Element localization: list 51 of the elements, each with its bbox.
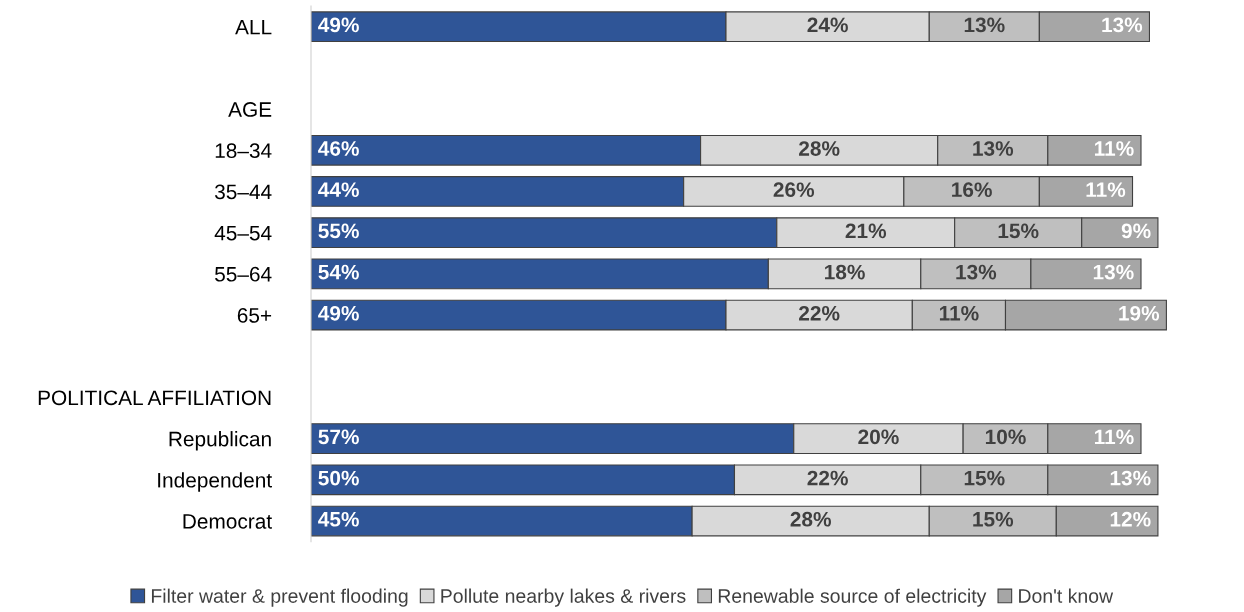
data-label: 15%: [973, 511, 1014, 527]
data-label: 20%: [858, 429, 899, 445]
data-label: 49%: [318, 17, 359, 33]
y-tick-label: 45–54: [214, 225, 272, 241]
y-tick-label: 65+: [237, 308, 272, 323]
data-label: 22%: [807, 470, 848, 486]
data-label: 15%: [964, 470, 1005, 486]
y-tick-label: 18–34: [215, 143, 272, 159]
legend-label: Don't know: [1019, 588, 1114, 603]
data-label: 15%: [998, 223, 1039, 239]
data-label: 13%: [1110, 470, 1151, 486]
data-label: 11%: [939, 305, 979, 321]
y-tick-label: AGE: [228, 102, 272, 117]
data-label: 11%: [1094, 429, 1134, 445]
data-label: 57%: [318, 429, 359, 445]
data-label: 19%: [1119, 305, 1160, 321]
y-tick-label: 55–64: [215, 266, 272, 282]
data-label: 11%: [1094, 141, 1134, 156]
y-tick-label: 35–44: [214, 184, 272, 200]
data-label: 50%: [318, 470, 359, 486]
data-label: 13%: [973, 141, 1014, 156]
data-label: 16%: [952, 182, 992, 198]
legend-label: Renewable source of electricity: [718, 588, 987, 607]
y-tick-label: ALL: [235, 19, 272, 35]
data-label: 22%: [799, 305, 840, 321]
data-label: 13%: [964, 17, 1005, 33]
data-label: 28%: [790, 511, 831, 527]
y-tick-label: Independent: [158, 472, 272, 492]
data-label: 18%: [825, 264, 865, 280]
data-label: 13%: [1102, 17, 1143, 33]
data-label: 21%: [845, 223, 887, 239]
data-label: 26%: [773, 182, 815, 198]
data-label: 46%: [318, 141, 359, 156]
y-tick-label: Republican: [169, 431, 271, 451]
legend-label: Filter water & prevent flooding: [151, 588, 408, 607]
data-label: 44%: [318, 182, 359, 198]
legend-label: Pollute nearby lakes & rivers: [441, 588, 686, 607]
y-tick-label: POLITICAL AFFILIATION: [38, 390, 271, 406]
data-label: 55%: [318, 223, 359, 239]
y-tick-label: Democrat: [183, 514, 272, 529]
data-label: 28%: [799, 141, 840, 156]
data-label: 45%: [318, 511, 359, 527]
data-label: 54%: [318, 264, 359, 280]
data-label: 10%: [985, 429, 1026, 445]
data-label: 9%: [1121, 223, 1151, 239]
data-label: 11%: [1086, 182, 1126, 198]
data-label: 13%: [1093, 264, 1134, 280]
data-label: 12%: [1110, 511, 1151, 527]
data-label: 49%: [318, 305, 359, 321]
data-label: 24%: [807, 17, 848, 33]
data-label: 13%: [956, 264, 997, 280]
